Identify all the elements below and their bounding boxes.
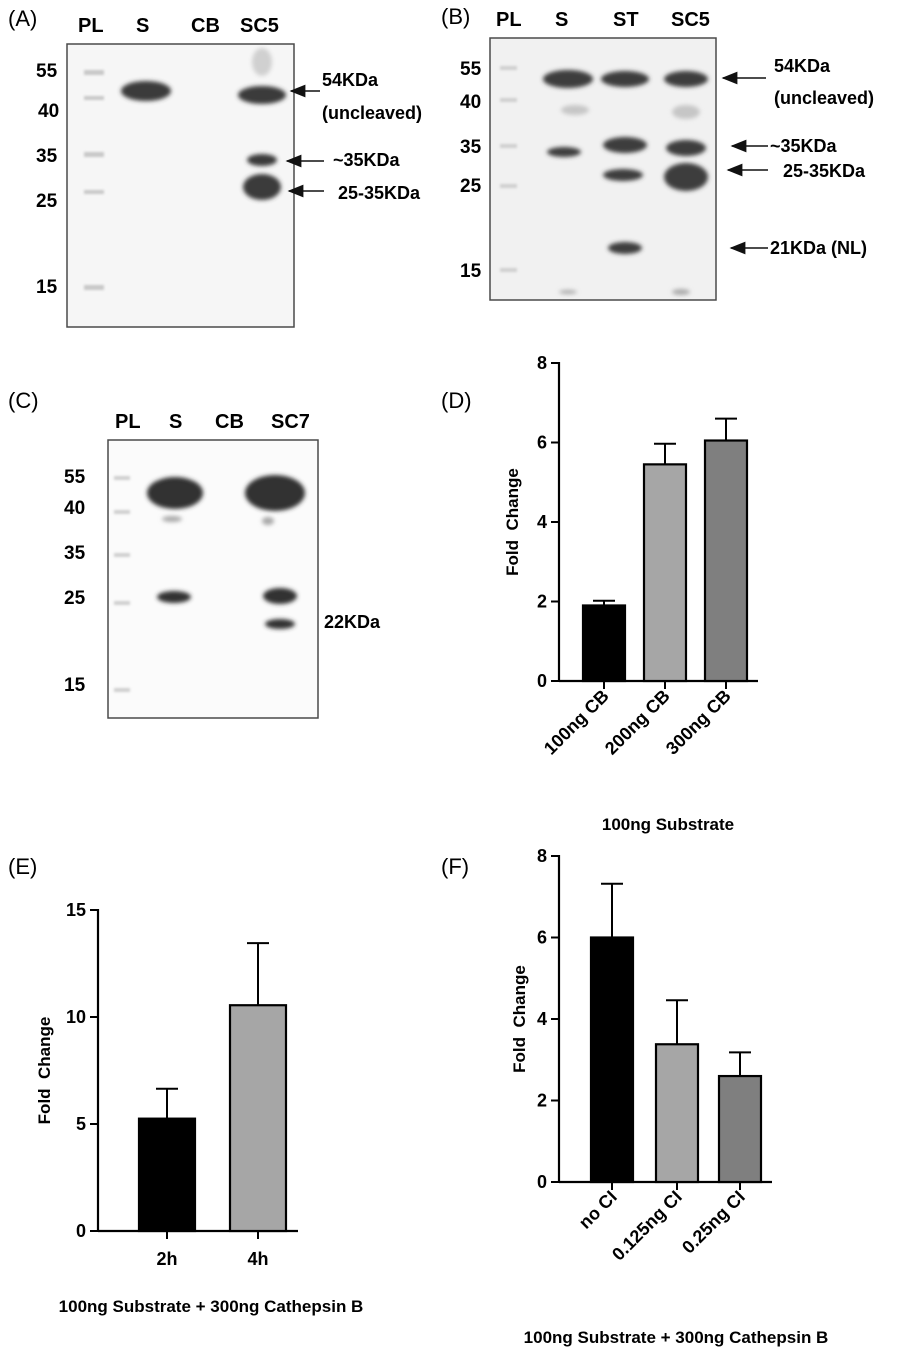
- annotation-35kda: ~35KDa: [333, 150, 401, 170]
- mw-marker-35: 35: [64, 543, 86, 564]
- annotation-25-35kda: 25-35KDa: [338, 183, 421, 203]
- y-tick-label: 4: [537, 512, 547, 532]
- chart-panel-e: 0 5 10 15 2h 4h Fold Change 100ng Substrate + 3…: [35, 900, 363, 1316]
- lane-label-cb: CB: [215, 411, 244, 433]
- y-tick-label: 0: [537, 1172, 547, 1192]
- lane-label-sc7: SC7: [271, 411, 310, 433]
- panel-label-d: (D): [441, 388, 472, 413]
- panel-label-b: (B): [441, 4, 470, 29]
- y-tick-label: 5: [76, 1114, 86, 1134]
- lane-label-pl: PL: [78, 15, 104, 37]
- blot-bands: [543, 70, 708, 295]
- mw-marker-55: 55: [460, 59, 482, 80]
- category-label: 4h: [247, 1249, 268, 1269]
- lane-label-st: ST: [613, 9, 639, 31]
- mw-marker-35: 35: [36, 146, 58, 167]
- panel-label-c: (C): [8, 388, 39, 413]
- protein-ladder: [500, 66, 517, 272]
- bar: [581, 604, 627, 683]
- protein-ladder: [114, 476, 130, 692]
- y-tick-label: 0: [76, 1221, 86, 1241]
- lane-label-pl: PL: [496, 9, 522, 31]
- y-tick-label: 10: [66, 1007, 86, 1027]
- bar: [642, 463, 688, 683]
- lane-label-s: S: [136, 15, 149, 37]
- category-label: 0.25ng CI: [678, 1187, 749, 1258]
- protein-ladder: [84, 70, 104, 290]
- y-tick-label: 2: [537, 592, 547, 612]
- x-axis-title: 100ng Substrate: [602, 815, 734, 834]
- y-tick-label: 6: [537, 928, 547, 948]
- mw-marker-15: 15: [64, 675, 86, 696]
- category-label: no CI: [575, 1187, 621, 1233]
- category-label: 0.125ng CI: [608, 1187, 686, 1265]
- y-tick-label: 2: [537, 1091, 547, 1111]
- category-label: 100ng CB: [540, 686, 613, 759]
- panel-a-blot: (A) PL S CB SC5 55 40 35 25 15 54KDa (un…: [8, 6, 422, 328]
- lane-label-pl: PL: [115, 411, 141, 433]
- y-tick-label: 15: [66, 900, 86, 920]
- lane-label-cb: CB: [191, 15, 220, 37]
- y-tick-label: 0: [537, 671, 547, 691]
- y-axis-title: Fold Change: [510, 965, 529, 1073]
- category-label: 200ng CB: [601, 686, 674, 759]
- mw-marker-40: 40: [38, 101, 59, 122]
- mw-marker-40: 40: [460, 92, 481, 113]
- category-label: 2h: [156, 1249, 177, 1269]
- mw-marker-15: 15: [460, 261, 482, 282]
- bar: [228, 1004, 288, 1233]
- mw-marker-35: 35: [460, 137, 482, 158]
- panel-label-e: (E): [8, 854, 37, 879]
- lane-label-sc5: SC5: [671, 9, 710, 31]
- mw-marker-55: 55: [64, 467, 86, 488]
- chart-panel-f: 0 2 4 6 8 no CI0.125ng CI0.25ng CI Fold Change…: [510, 846, 828, 1347]
- annotation-54kda: 54KDa: [322, 70, 379, 90]
- x-axis-title: 100ng Substrate + 300ng Cathepsin B: [524, 1328, 829, 1347]
- annotation-22kda: 22KDa: [324, 612, 381, 632]
- annotation-uncleaved: (uncleaved): [322, 103, 422, 123]
- bar: [717, 1074, 763, 1184]
- mw-marker-40: 40: [64, 498, 85, 519]
- mw-marker-25: 25: [64, 588, 86, 609]
- panel-c-blot: (C) PL S CB SC7 55 40 35 25 15 22KDa: [8, 388, 381, 719]
- y-tick-label: 4: [537, 1009, 547, 1029]
- y-tick-label: 8: [537, 846, 547, 866]
- bar: [137, 1117, 197, 1233]
- y-tick-label: 8: [537, 353, 547, 373]
- annotation-35kda: ~35KDa: [770, 136, 838, 156]
- annotation-25-35kda: 25-35KDa: [783, 161, 866, 181]
- mw-marker-25: 25: [460, 176, 482, 197]
- panel-label-a: (A): [8, 6, 37, 31]
- panel-b-blot: (B) PL S ST SC5 55 40 35 25: [441, 4, 874, 301]
- y-tick-label: 6: [537, 433, 547, 453]
- blot-bands: [147, 475, 305, 629]
- bar: [589, 936, 635, 1184]
- annotation-uncleaved: (uncleaved): [774, 88, 874, 108]
- annotation-21kda-nl: 21KDa (NL): [770, 238, 867, 258]
- lane-label-s: S: [555, 9, 568, 31]
- panel-label-f: (F): [441, 854, 469, 879]
- blot-bands: [121, 48, 286, 200]
- y-axis-title: Fold Change: [503, 468, 522, 576]
- y-axis-title: Fold Change: [35, 1017, 54, 1125]
- lane-label-s: S: [169, 411, 182, 433]
- mw-marker-15: 15: [36, 277, 58, 298]
- mw-marker-25: 25: [36, 191, 58, 212]
- bar: [703, 439, 749, 683]
- bar: [654, 1043, 700, 1184]
- x-axis-title: 100ng Substrate + 300ng Cathepsin B: [59, 1297, 364, 1316]
- category-label: 300ng CB: [662, 686, 735, 759]
- mw-marker-55: 55: [36, 61, 58, 82]
- lane-label-sc5: SC5: [240, 15, 279, 37]
- annotation-54kda: 54KDa: [774, 56, 831, 76]
